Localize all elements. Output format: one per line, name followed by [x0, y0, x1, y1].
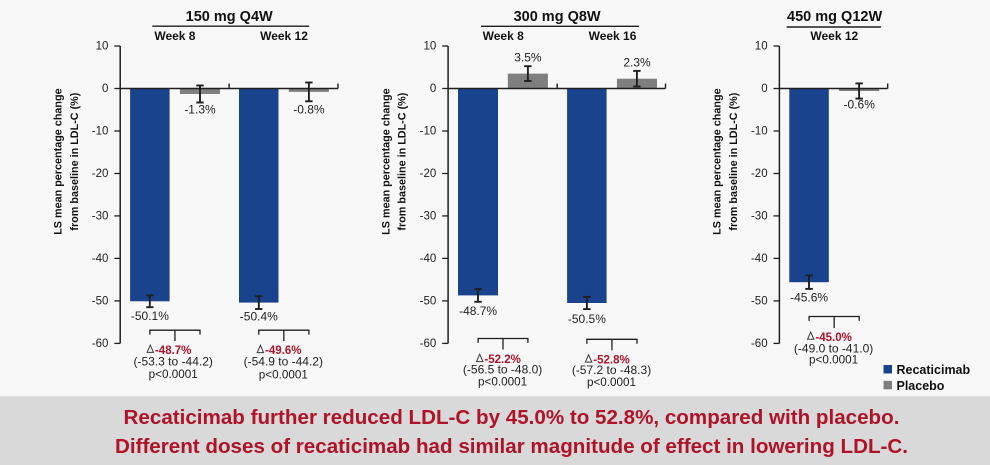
svg-text:(-54.9 to -44.2): (-54.9 to -44.2): [244, 355, 323, 369]
svg-text:10: 10: [755, 41, 768, 53]
svg-text:-40: -40: [420, 253, 437, 265]
svg-text:-45.6%: -45.6%: [790, 290, 828, 304]
svg-text:0: 0: [430, 83, 436, 95]
svg-text:from baseline in LDL-C (%): from baseline in LDL-C (%): [69, 92, 81, 230]
svg-text:Week 8: Week 8: [483, 29, 524, 43]
svg-text:3.5%: 3.5%: [514, 51, 542, 65]
svg-text:-20: -20: [751, 168, 768, 180]
svg-text:Recaticimab further reduced LD: Recaticimab further reduced LDL-C by 45.…: [124, 406, 900, 429]
svg-text:LS mean percentage change: LS mean percentage change: [52, 88, 64, 234]
svg-text:-50.1%: -50.1%: [131, 309, 169, 323]
svg-text:-20: -20: [92, 168, 109, 180]
svg-text:-0.8%: -0.8%: [293, 102, 325, 116]
svg-text:-40: -40: [92, 253, 109, 265]
svg-text:-30: -30: [751, 211, 768, 223]
svg-text:Week 16: Week 16: [589, 29, 637, 43]
svg-text:-60: -60: [751, 338, 768, 350]
svg-text:-50: -50: [92, 296, 109, 308]
svg-text:450 mg Q12W: 450 mg Q12W: [787, 9, 882, 25]
svg-text:0: 0: [102, 83, 108, 95]
svg-text:Recaticimab: Recaticimab: [897, 363, 971, 377]
svg-text:Week 12: Week 12: [810, 29, 858, 43]
svg-text:-30: -30: [420, 211, 437, 223]
svg-text:Week 12: Week 12: [260, 29, 308, 43]
svg-text:-50: -50: [420, 296, 437, 308]
svg-text:-20: -20: [420, 168, 437, 180]
svg-text:-10: -10: [92, 126, 109, 138]
svg-text:p<0.0001: p<0.0001: [259, 368, 308, 381]
svg-text:-49.6%: -49.6%: [265, 345, 301, 357]
svg-text:300 mg Q8W: 300 mg Q8W: [514, 9, 601, 25]
svg-text:Week 8: Week 8: [154, 29, 195, 43]
svg-text:-30: -30: [92, 211, 109, 223]
svg-text:(-53.3 to -44.2): (-53.3 to -44.2): [134, 354, 213, 368]
svg-text:from baseline in LDL-C (%): from baseline in LDL-C (%): [728, 92, 740, 230]
svg-text:p<0.0001: p<0.0001: [587, 376, 636, 389]
svg-text:-10: -10: [751, 126, 768, 138]
svg-text:p<0.0001: p<0.0001: [149, 368, 198, 381]
svg-text:-48.7%: -48.7%: [155, 345, 191, 357]
svg-text:Different doses of recaticimab: Different doses of recaticimab had simil…: [115, 435, 908, 458]
svg-text:0: 0: [761, 83, 767, 95]
svg-text:-0.6%: -0.6%: [844, 98, 876, 112]
svg-text:LS mean percentage change: LS mean percentage change: [380, 88, 392, 234]
svg-text:from baseline in LDL-C (%): from baseline in LDL-C (%): [397, 92, 409, 230]
svg-text:-50.5%: -50.5%: [568, 312, 606, 326]
svg-text:-60: -60: [92, 338, 109, 350]
svg-text:-10: -10: [420, 126, 437, 138]
svg-text:Placebo: Placebo: [897, 379, 945, 393]
svg-text:-52.2%: -52.2%: [484, 354, 520, 366]
svg-text:-40: -40: [751, 253, 768, 265]
svg-text:-1.3%: -1.3%: [184, 102, 216, 116]
svg-text:-48.7%: -48.7%: [459, 304, 497, 318]
svg-text:-50: -50: [751, 296, 768, 308]
svg-text:(-49.0 to -41.0): (-49.0 to -41.0): [794, 341, 873, 355]
svg-text:(-57.2 to -48.3): (-57.2 to -48.3): [572, 363, 651, 377]
svg-text:-50.4%: -50.4%: [240, 310, 278, 324]
svg-text:p<0.0001: p<0.0001: [478, 376, 527, 389]
svg-text:2.3%: 2.3%: [623, 56, 651, 70]
svg-text:-52.8%: -52.8%: [593, 355, 629, 367]
svg-text:p<0.0001: p<0.0001: [809, 353, 858, 366]
svg-text:LS mean percentage change: LS mean percentage change: [712, 88, 724, 234]
svg-text:-60: -60: [420, 338, 437, 350]
svg-text:150 mg Q4W: 150 mg Q4W: [186, 9, 273, 25]
svg-text:-45.0%: -45.0%: [815, 332, 851, 344]
svg-text:10: 10: [424, 41, 437, 53]
svg-text:(-56.5 to -48.0): (-56.5 to -48.0): [463, 363, 542, 377]
svg-text:10: 10: [96, 41, 109, 53]
